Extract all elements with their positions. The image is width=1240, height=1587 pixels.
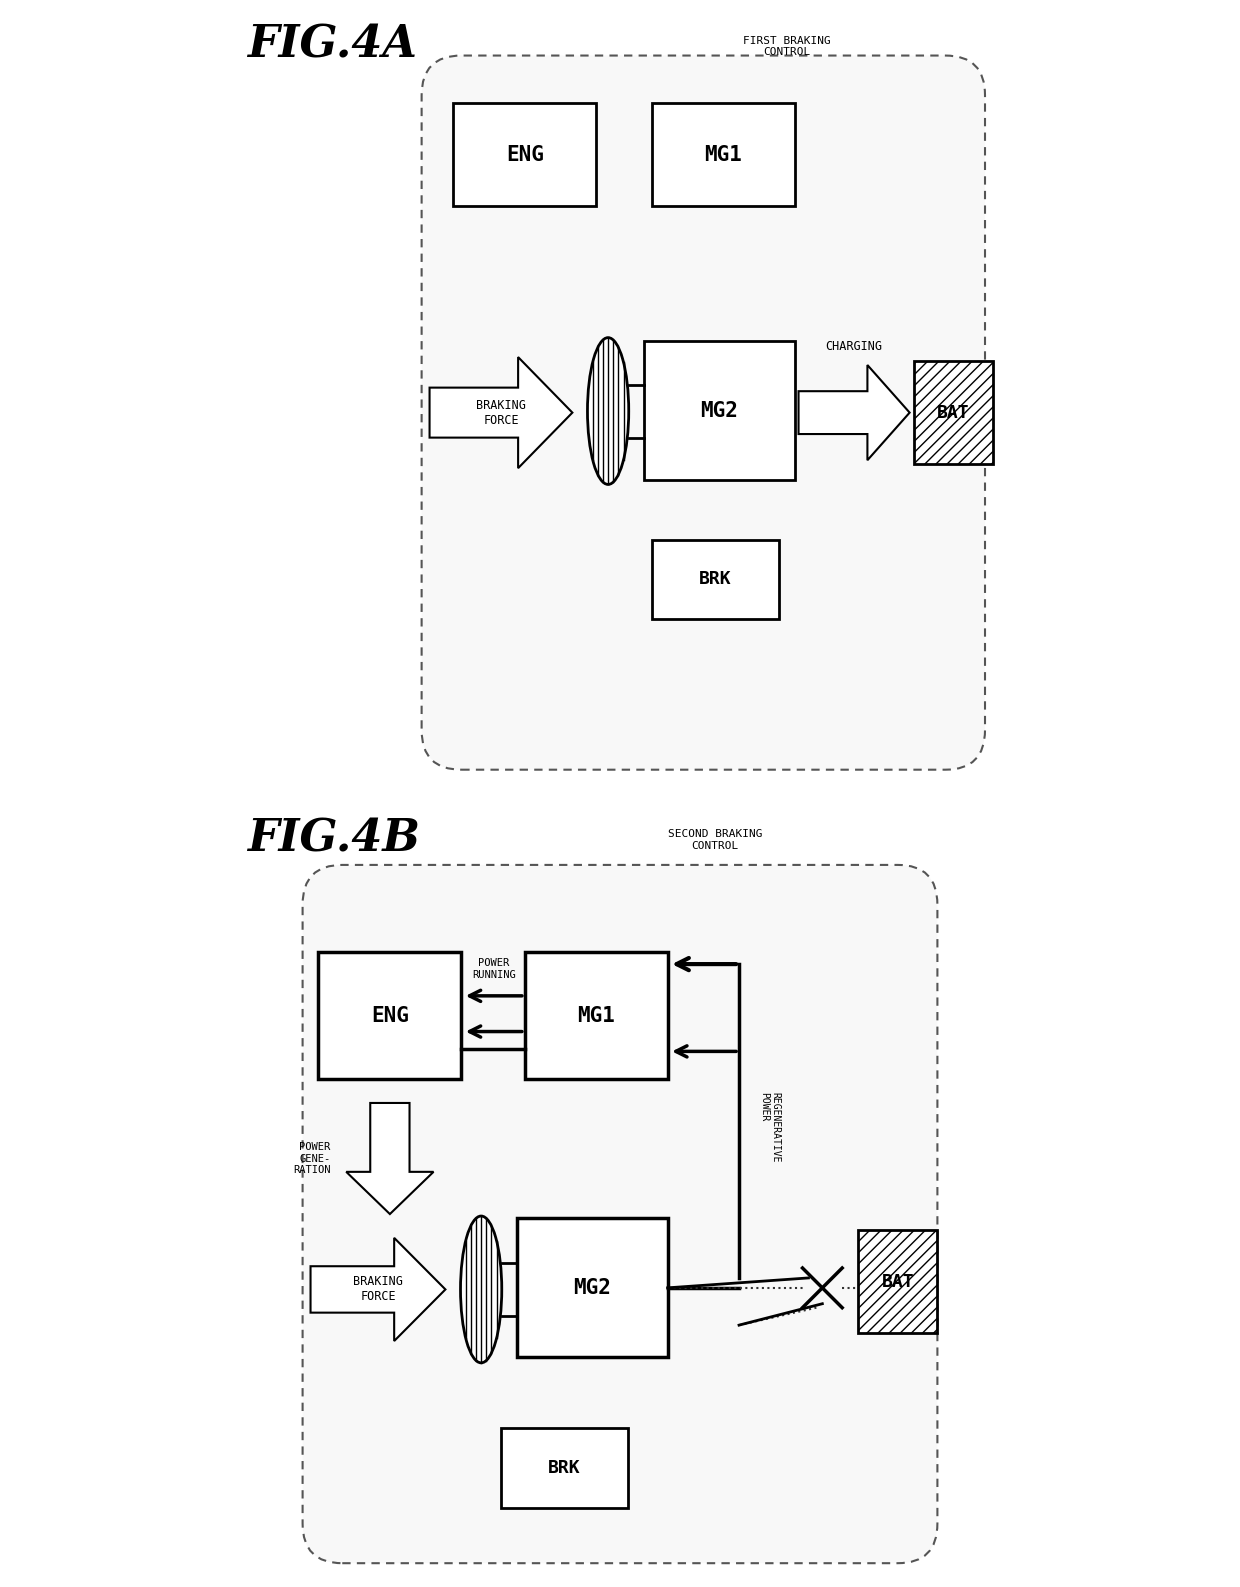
Bar	[858, 1230, 937, 1333]
Text: MG1: MG1	[704, 144, 742, 165]
Text: REGENERATIVE
POWER: REGENERATIVE POWER	[759, 1092, 780, 1162]
Polygon shape	[799, 365, 910, 460]
FancyBboxPatch shape	[422, 56, 985, 770]
Text: MG2: MG2	[701, 402, 738, 421]
Text: BAT: BAT	[882, 1273, 914, 1290]
Ellipse shape	[460, 1216, 502, 1363]
Text: BRK: BRK	[699, 570, 732, 589]
Text: CHARGING: CHARGING	[826, 340, 883, 354]
Bar	[525, 952, 667, 1079]
Text: POWER
GENE-
RATION: POWER GENE- RATION	[293, 1143, 330, 1174]
Bar	[454, 103, 596, 206]
Text: MG1: MG1	[578, 1006, 615, 1025]
Text: BRAKING
FORCE: BRAKING FORCE	[353, 1276, 403, 1303]
Bar	[652, 103, 795, 206]
Text: FIG.4B: FIG.4B	[247, 817, 420, 860]
Ellipse shape	[588, 338, 629, 484]
Text: BRAKING
FORCE: BRAKING FORCE	[476, 398, 526, 427]
Text: ENG: ENG	[506, 144, 543, 165]
FancyBboxPatch shape	[303, 865, 937, 1563]
Text: FIG.4A: FIG.4A	[247, 24, 417, 67]
Bar	[517, 1219, 667, 1357]
Text: SECOND BRAKING
CONTROL: SECOND BRAKING CONTROL	[668, 828, 763, 851]
Text: FIRST BRAKING
CONTROL: FIRST BRAKING CONTROL	[743, 35, 831, 57]
Polygon shape	[346, 1103, 434, 1214]
Text: BAT: BAT	[937, 403, 970, 422]
Bar	[319, 952, 461, 1079]
Bar	[652, 540, 779, 619]
Bar	[914, 362, 993, 463]
Text: BRK: BRK	[548, 1458, 580, 1477]
Bar	[644, 341, 795, 479]
Text: ENG: ENG	[371, 1006, 409, 1025]
Text: MG2: MG2	[573, 1278, 611, 1298]
Text: POWER
RUNNING: POWER RUNNING	[472, 959, 516, 979]
Polygon shape	[429, 357, 573, 468]
Bar	[501, 1428, 627, 1508]
Polygon shape	[310, 1238, 445, 1341]
